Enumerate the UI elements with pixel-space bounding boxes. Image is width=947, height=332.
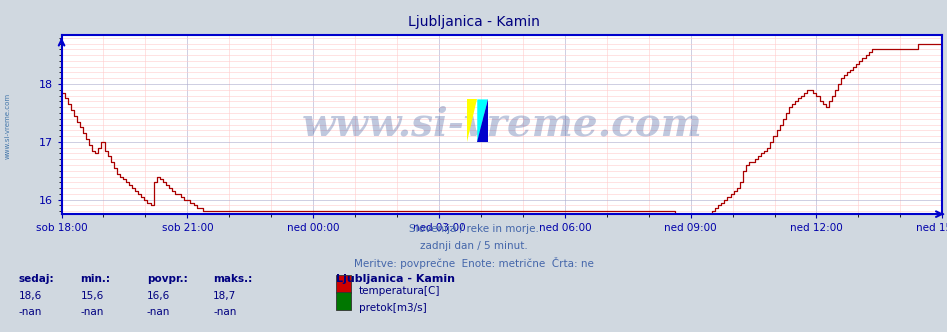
Text: -nan: -nan bbox=[80, 307, 104, 317]
Polygon shape bbox=[467, 99, 477, 142]
Text: -nan: -nan bbox=[213, 307, 237, 317]
Text: -nan: -nan bbox=[19, 307, 43, 317]
Text: -nan: -nan bbox=[147, 307, 170, 317]
Text: Meritve: povprečne  Enote: metrične  Črta: ne: Meritve: povprečne Enote: metrične Črta:… bbox=[353, 257, 594, 269]
Polygon shape bbox=[477, 99, 488, 142]
Polygon shape bbox=[477, 99, 488, 142]
Text: www.si-vreme.com: www.si-vreme.com bbox=[5, 93, 10, 159]
Text: www.si-vreme.com: www.si-vreme.com bbox=[301, 106, 703, 143]
Text: maks.:: maks.: bbox=[213, 274, 252, 284]
Text: Ljubljanica - Kamin: Ljubljanica - Kamin bbox=[336, 274, 456, 284]
Text: 18,7: 18,7 bbox=[213, 290, 237, 300]
Text: 18,6: 18,6 bbox=[19, 290, 43, 300]
Text: povpr.:: povpr.: bbox=[147, 274, 188, 284]
Text: 15,6: 15,6 bbox=[80, 290, 104, 300]
Text: min.:: min.: bbox=[80, 274, 111, 284]
Text: Slovenija / reke in morje.: Slovenija / reke in morje. bbox=[408, 224, 539, 234]
Text: Ljubljanica - Kamin: Ljubljanica - Kamin bbox=[407, 15, 540, 29]
Text: 16,6: 16,6 bbox=[147, 290, 170, 300]
Text: pretok[m3/s]: pretok[m3/s] bbox=[359, 303, 427, 313]
Text: temperatura[C]: temperatura[C] bbox=[359, 286, 440, 295]
Text: sedaj:: sedaj: bbox=[19, 274, 55, 284]
Text: zadnji dan / 5 minut.: zadnji dan / 5 minut. bbox=[420, 241, 527, 251]
